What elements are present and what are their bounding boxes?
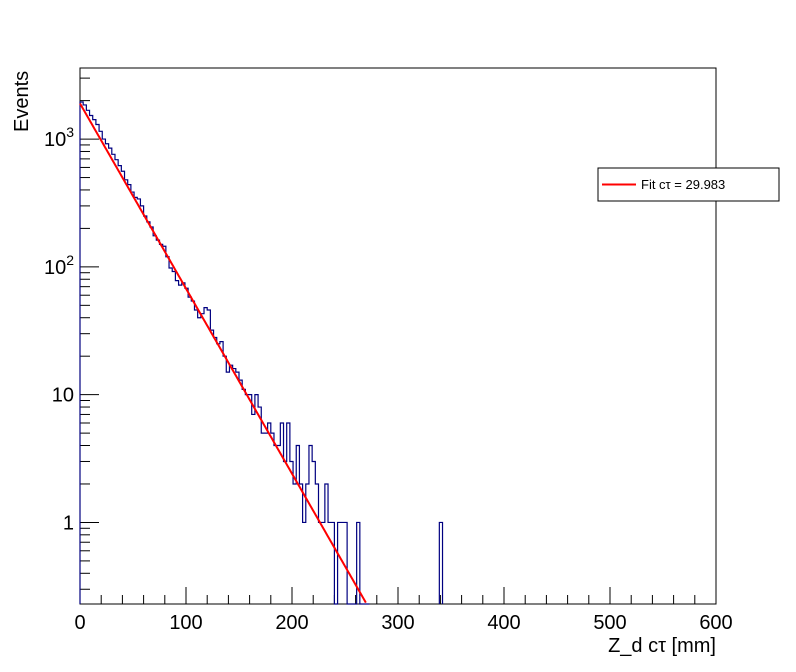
x-tick-label: 600: [699, 612, 732, 634]
x-tick-label: 300: [381, 612, 414, 634]
y-axis-title: Events: [11, 71, 33, 132]
fit-series: [79, 102, 367, 604]
axis-ticks: [79, 77, 717, 604]
plot-frame: [79, 67, 717, 605]
x-tick-label: 200: [275, 612, 308, 634]
y-tick-label: 1: [63, 512, 74, 534]
histogram-series: [79, 101, 444, 605]
x-tick-label: 100: [169, 612, 202, 634]
legend: Fit cτ = 29.983: [597, 167, 780, 202]
x-tick-label: 0: [74, 612, 85, 634]
x-tick-label: 400: [487, 612, 520, 634]
y-tick-label: 103: [44, 124, 74, 151]
y-tick-label: 102: [44, 252, 74, 279]
y-tick-label: 10: [52, 385, 74, 407]
x-axis-title: Z_d cτ [mm]: [608, 635, 716, 657]
legend-fit-label: Fit cτ = 29.983: [641, 177, 725, 192]
histogram-step-line: [79, 101, 444, 605]
x-tick-label: 500: [593, 612, 626, 634]
fit-line: [79, 102, 367, 604]
x-tick-labels: 0 100 200 300 400 500 600: [74, 612, 732, 634]
y-tick-labels: 1 10 102 103: [44, 124, 74, 534]
